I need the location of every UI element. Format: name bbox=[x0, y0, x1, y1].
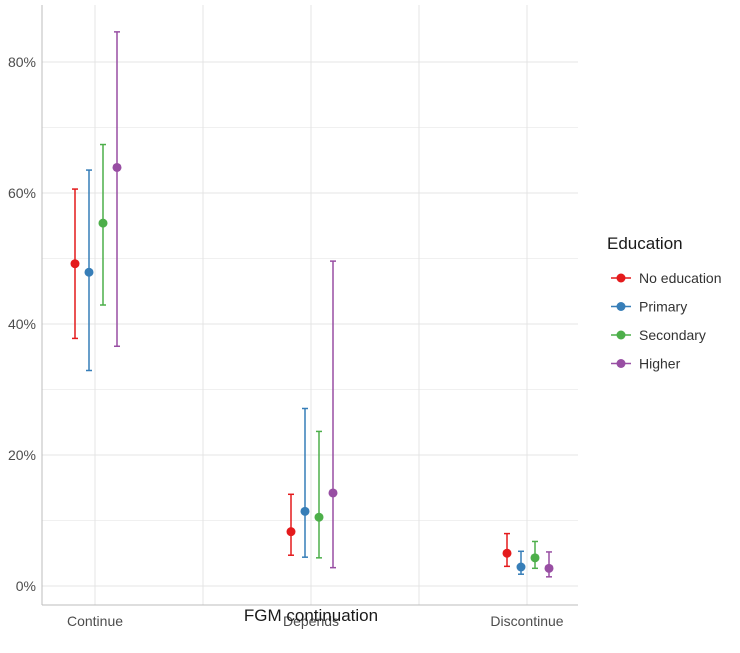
series-primary bbox=[84, 169, 526, 575]
data-point bbox=[502, 548, 512, 558]
legend-title: Education bbox=[607, 234, 683, 253]
legend-item: Secondary bbox=[611, 327, 706, 343]
x-axis-title: FGM continuation bbox=[244, 606, 378, 625]
data-point bbox=[98, 218, 108, 228]
legend-key-point bbox=[616, 273, 626, 283]
x-tick-label: Depends bbox=[283, 613, 339, 629]
legend-item: No education bbox=[611, 270, 722, 286]
data-point bbox=[328, 488, 338, 498]
legend-key-point bbox=[616, 330, 626, 340]
x-axis: Continue Depends Discontinue bbox=[42, 604, 578, 629]
legend-label: Secondary bbox=[639, 327, 706, 343]
legend-label: No education bbox=[639, 270, 722, 286]
data-point bbox=[70, 259, 80, 269]
grid bbox=[42, 5, 578, 605]
y-tick-label: 20% bbox=[8, 447, 36, 463]
data-point bbox=[300, 506, 310, 516]
x-tick-label: Discontinue bbox=[490, 613, 563, 629]
y-tick-label: 60% bbox=[8, 185, 36, 201]
y-tick-label: 0% bbox=[16, 578, 36, 594]
data-point bbox=[286, 527, 296, 537]
series-secondary bbox=[98, 143, 540, 570]
legend: Education No education Primary Secondary Hi… bbox=[607, 234, 722, 372]
data-point bbox=[516, 562, 526, 572]
data-point bbox=[314, 512, 324, 522]
data-point bbox=[84, 267, 94, 277]
legend-item: Primary bbox=[611, 299, 687, 315]
legend-item: Higher bbox=[611, 356, 681, 372]
legend-key-point bbox=[616, 359, 626, 368]
y-axis: 0% 20% 40% 60% 80% bbox=[8, 5, 43, 605]
data-point bbox=[530, 553, 540, 563]
data-point bbox=[544, 563, 554, 573]
data-point bbox=[112, 162, 122, 172]
series-no-education bbox=[70, 188, 512, 568]
data-marks bbox=[70, 31, 554, 578]
y-tick-label: 80% bbox=[8, 54, 36, 70]
legend-label: Primary bbox=[639, 299, 687, 315]
y-tick-label: 40% bbox=[8, 316, 36, 332]
legend-label: Higher bbox=[639, 356, 681, 372]
x-tick-label: Continue bbox=[67, 613, 123, 629]
series-higher bbox=[112, 31, 554, 578]
legend-key-point bbox=[616, 302, 626, 311]
